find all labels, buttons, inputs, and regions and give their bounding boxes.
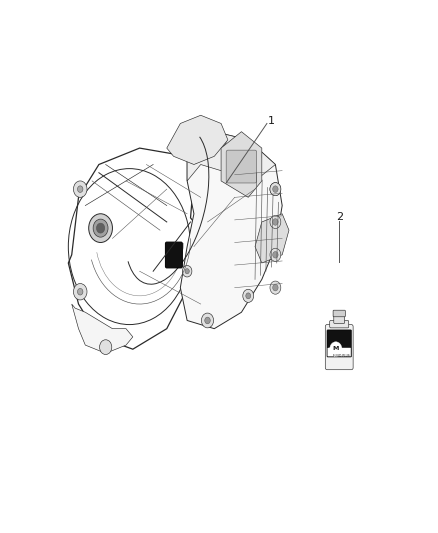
Circle shape <box>243 289 254 302</box>
Circle shape <box>93 219 108 237</box>
Circle shape <box>215 133 226 147</box>
Circle shape <box>74 284 87 300</box>
Polygon shape <box>72 304 133 353</box>
Polygon shape <box>167 115 228 165</box>
FancyBboxPatch shape <box>226 150 257 183</box>
Polygon shape <box>255 214 289 263</box>
FancyBboxPatch shape <box>330 320 349 328</box>
Circle shape <box>246 293 251 299</box>
Circle shape <box>273 219 278 225</box>
Text: 2: 2 <box>336 212 343 222</box>
Circle shape <box>74 181 87 197</box>
Circle shape <box>182 265 192 277</box>
Circle shape <box>78 186 83 192</box>
Circle shape <box>273 244 278 249</box>
Polygon shape <box>187 132 276 181</box>
Text: M: M <box>332 346 339 351</box>
Circle shape <box>78 288 83 295</box>
Circle shape <box>96 223 105 233</box>
Circle shape <box>185 269 189 274</box>
Circle shape <box>252 153 258 159</box>
Circle shape <box>270 281 281 294</box>
FancyBboxPatch shape <box>334 314 345 324</box>
Circle shape <box>270 248 281 261</box>
Circle shape <box>330 342 342 357</box>
Circle shape <box>99 340 112 354</box>
Circle shape <box>273 186 278 192</box>
Circle shape <box>273 186 278 192</box>
Circle shape <box>270 215 281 229</box>
FancyBboxPatch shape <box>328 348 351 356</box>
FancyBboxPatch shape <box>333 310 345 317</box>
Text: 1: 1 <box>268 116 275 126</box>
Circle shape <box>273 252 278 258</box>
FancyBboxPatch shape <box>166 242 182 268</box>
Circle shape <box>201 313 214 328</box>
Polygon shape <box>180 132 282 329</box>
Circle shape <box>88 214 113 243</box>
Circle shape <box>249 149 261 164</box>
Circle shape <box>219 137 223 143</box>
Circle shape <box>270 183 281 196</box>
FancyBboxPatch shape <box>325 325 353 370</box>
FancyBboxPatch shape <box>327 330 351 357</box>
Polygon shape <box>221 132 262 197</box>
Circle shape <box>188 149 200 164</box>
Circle shape <box>191 153 197 159</box>
Circle shape <box>205 317 210 324</box>
Circle shape <box>270 183 281 196</box>
Circle shape <box>270 240 281 253</box>
Text: FLUID PLUS: FLUID PLUS <box>333 354 350 358</box>
Circle shape <box>273 284 278 291</box>
